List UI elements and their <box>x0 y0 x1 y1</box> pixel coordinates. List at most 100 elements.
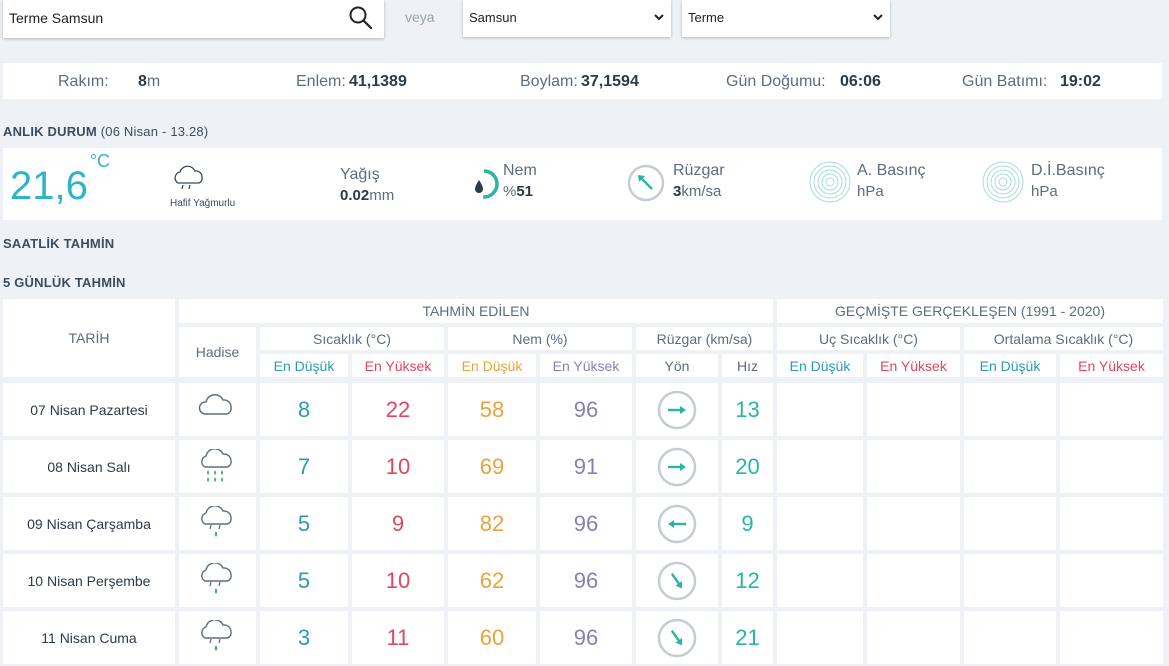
chevron-down-icon <box>654 14 664 21</box>
wind-direction-cell <box>636 440 718 493</box>
wind-direction-icon <box>627 164 665 202</box>
uc-en-yuksek-header: En Yüksek <box>867 354 960 377</box>
weather-icon-cell <box>179 497 256 550</box>
wind-arrow-icon <box>657 504 697 543</box>
boylam-value: 37,1594 <box>581 73 639 90</box>
row-wind-speed: 20 <box>722 440 773 493</box>
row-wind-speed: 21 <box>722 611 773 664</box>
light-rain-icon <box>200 505 232 537</box>
row-humidity-max: 96 <box>540 383 632 436</box>
wind-direction-cell <box>636 497 718 550</box>
di-basinc-label: D.İ.Basınç <box>1031 162 1105 179</box>
row-temp-min: 3 <box>260 611 348 664</box>
cloud-icon <box>198 393 232 415</box>
row-ort-min <box>964 611 1056 664</box>
gun-dogumu-label: Gün Doğumu: <box>726 73 826 90</box>
row-wind-speed: 13 <box>722 383 773 436</box>
light-rain-icon <box>200 562 232 594</box>
row-date: 10 Nisan Perşembe <box>3 554 175 607</box>
wind-arrow-icon <box>657 447 697 486</box>
district-select-value: Terme <box>688 10 725 25</box>
row-temp-max: 11 <box>352 611 444 664</box>
row-humidity-min: 58 <box>448 383 536 436</box>
gecmiste-header: GEÇMİŞTE GERÇEKLEŞEN (1991 - 2020) <box>777 299 1163 323</box>
wind-direction-cell <box>636 554 718 607</box>
row-uc-max <box>867 611 960 664</box>
light-rain-icon <box>174 165 203 190</box>
chevron-down-icon <box>873 14 883 21</box>
ruzgar-label: Rüzgar <box>673 162 725 179</box>
hourly-section-title[interactable]: SAATLİK TAHMİN <box>3 236 115 251</box>
row-temp-min: 5 <box>260 554 348 607</box>
row-humidity-min: 69 <box>448 440 536 493</box>
row-temp-min: 5 <box>260 497 348 550</box>
wind-direction-cell <box>636 383 718 436</box>
light-rain-icon <box>200 619 232 651</box>
yagis-value: 0.02mm <box>340 187 395 204</box>
row-uc-min <box>777 497 863 550</box>
row-uc-max <box>867 440 960 493</box>
row-uc-max <box>867 383 960 436</box>
hiz-header: Hız <box>722 354 773 377</box>
rakim-label: Rakım: <box>58 73 109 90</box>
search-input[interactable] <box>3 0 339 36</box>
a-basinc-label: A. Basınç <box>857 162 926 179</box>
ortalama-en-yuksek-header: En Yüksek <box>1060 354 1163 377</box>
row-humidity-min: 62 <box>448 554 536 607</box>
sicaklik-header: Sıcaklık (°C) <box>260 327 444 350</box>
nem-en-dusuk-header: En Düşük <box>448 354 536 377</box>
uc-en-dusuk-header: En Düşük <box>777 354 863 377</box>
ortalama-sicaklik-header: Ortalama Sıcaklık (°C) <box>964 327 1163 350</box>
sicaklik-en-dusuk-header: En Düşük <box>260 354 348 377</box>
current-section-title: ANLIK DURUM (06 Nisan - 13.28) <box>3 124 209 139</box>
row-uc-max <box>867 554 960 607</box>
yagis-label: Yağış <box>340 166 380 183</box>
row-temp-min: 7 <box>260 440 348 493</box>
pressure-icon <box>809 161 851 203</box>
row-humidity-min: 82 <box>448 497 536 550</box>
row-date: 07 Nisan Pazartesi <box>3 383 175 436</box>
row-ort-max <box>1060 611 1163 664</box>
row-ort-max <box>1060 497 1163 550</box>
row-ort-max <box>1060 554 1163 607</box>
current-conditions-panel: 21,6°C Hafif Yağmurlu Yağış 0.02mm Nem %… <box>3 148 1162 220</box>
row-temp-max: 22 <box>352 383 444 436</box>
wind-arrow-icon <box>657 561 697 600</box>
row-uc-min <box>777 611 863 664</box>
nem-value: %51 <box>503 183 534 200</box>
sicaklik-en-yuksek-header: En Yüksek <box>352 354 444 377</box>
row-uc-max <box>867 497 960 550</box>
search-icon[interactable] <box>348 5 374 31</box>
row-date: 08 Nisan Salı <box>3 440 175 493</box>
droplet-icon <box>475 180 483 193</box>
row-temp-max: 9 <box>352 497 444 550</box>
nem-label: Nem <box>503 162 537 179</box>
a-basinc-unit: hPa <box>857 183 884 200</box>
gun-batimi-label: Gün Batımı: <box>962 73 1048 90</box>
humidity-gauge <box>475 169 499 199</box>
tahmin-edilen-header: TAHMİN EDİLEN <box>179 299 773 323</box>
current-condition-text: Hafif Yağmurlu <box>170 198 236 209</box>
row-humidity-max: 96 <box>540 497 632 550</box>
row-temp-max: 10 <box>352 554 444 607</box>
row-ort-min <box>964 440 1056 493</box>
row-temp-min: 8 <box>260 383 348 436</box>
location-info-bar: Rakım: 8m Enlem: 41,1389 Boylam: 37,1594… <box>3 63 1162 99</box>
row-ort-max <box>1060 383 1163 436</box>
province-select[interactable]: Samsun <box>463 0 671 37</box>
district-select[interactable]: Terme <box>682 0 890 37</box>
weather-icon-cell <box>179 554 256 607</box>
row-wind-speed: 9 <box>722 497 773 550</box>
row-humidity-max: 91 <box>540 440 632 493</box>
row-wind-speed: 12 <box>722 554 773 607</box>
tarih-header: TARİH <box>3 299 175 377</box>
rain-icon <box>200 448 232 482</box>
gun-batimi-value: 19:02 <box>1060 73 1101 90</box>
di-basinc-unit: hPa <box>1031 183 1058 200</box>
row-humidity-max: 96 <box>540 611 632 664</box>
forecast-section-title: 5 GÜNLÜK TAHMİN <box>3 275 126 290</box>
row-uc-min <box>777 554 863 607</box>
row-ort-min <box>964 383 1056 436</box>
hadise-header: Hadise <box>179 327 256 377</box>
nem-en-yuksek-header: En Yüksek <box>540 354 632 377</box>
